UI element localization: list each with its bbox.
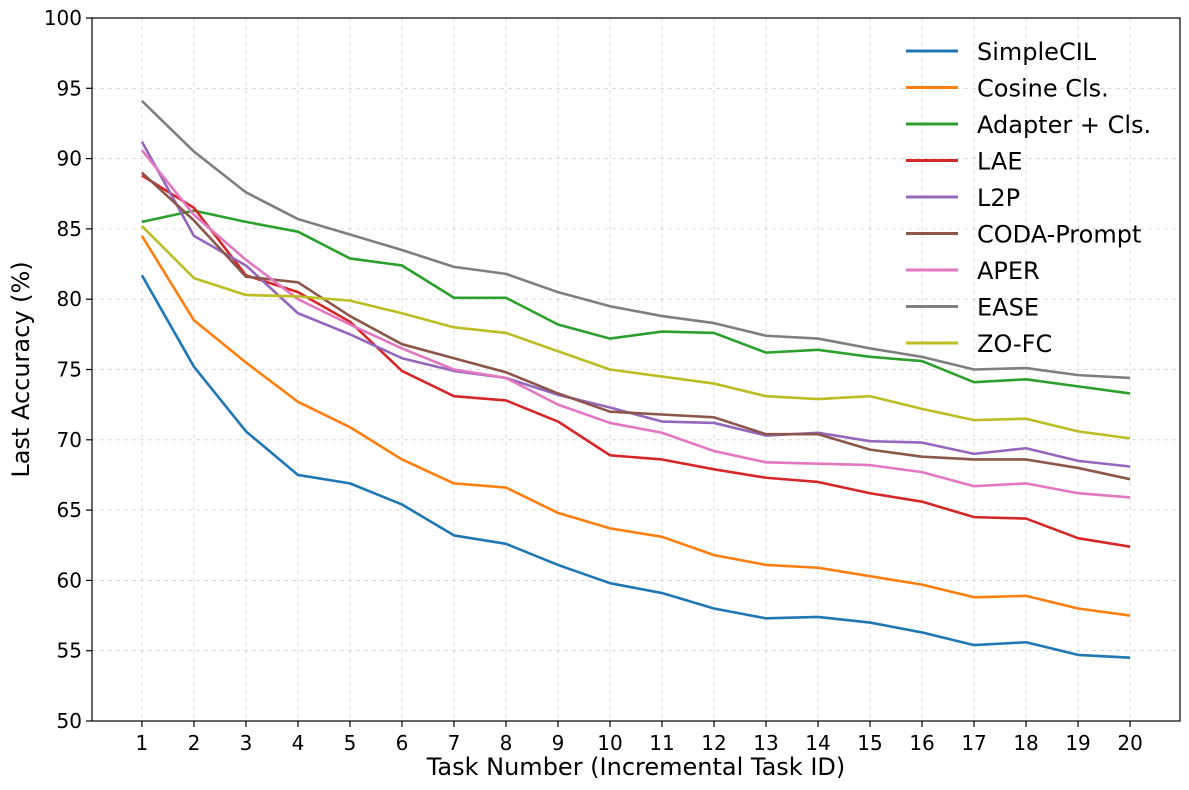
x-axis-ticks: 1 2 3 4 5 6 7 8 9 10 11 12 13 14 15 16 17 18 19 20 xyxy=(136,721,1143,755)
x-tick-label: 12 xyxy=(701,731,726,755)
x-tick-label: 3 xyxy=(240,731,253,755)
legend: SimpleCIL Cosine Cls. Adapter + Cls. LAE L2P… xyxy=(906,38,1151,358)
legend-label-ease: EASE xyxy=(977,294,1039,322)
x-tick-label: 14 xyxy=(805,731,830,755)
y-tick-label: 80 xyxy=(57,287,82,311)
series-line-ease xyxy=(141,100,1131,380)
y-tick-label: 70 xyxy=(57,428,82,452)
series-line-simplecil xyxy=(140,274,1131,660)
x-tick-label: 9 xyxy=(552,731,565,755)
x-tick-label: 19 xyxy=(1065,731,1090,755)
legend-label-coda-prompt: CODA-Prompt xyxy=(977,221,1141,249)
x-tick-label: 18 xyxy=(1013,731,1038,755)
y-tick-label: 75 xyxy=(57,358,82,382)
y-tick-label: 95 xyxy=(57,76,82,100)
series-line-coda-prompt xyxy=(141,171,1131,481)
y-tick-label: 90 xyxy=(57,147,82,171)
series-line-adapter-cls xyxy=(141,209,1131,395)
legend-label-zo-fc: ZO-FC xyxy=(977,330,1052,358)
x-tick-label: 20 xyxy=(1117,731,1142,755)
legend-label-aper: APER xyxy=(977,257,1040,285)
x-tick-label: 5 xyxy=(344,731,357,755)
series-line-l2p xyxy=(140,141,1131,468)
x-axis-title: Task Number (Incremental Task ID) xyxy=(426,753,846,781)
y-tick-label: 65 xyxy=(57,498,82,522)
series-layer xyxy=(140,100,1131,660)
legend-label-cosine-cls: Cosine Cls. xyxy=(977,75,1109,103)
y-tick-label: 85 xyxy=(57,217,82,241)
x-tick-label: 10 xyxy=(597,731,622,755)
y-tick-label: 100 xyxy=(44,6,82,30)
x-tick-label: 11 xyxy=(649,731,674,755)
x-tick-label: 13 xyxy=(753,731,778,755)
y-tick-label: 55 xyxy=(57,639,82,663)
x-tick-label: 2 xyxy=(188,731,201,755)
series-line-zo-fc xyxy=(141,225,1131,440)
series-line-cosine-cls xyxy=(140,235,1131,617)
x-tick-label: 1 xyxy=(136,731,149,755)
x-tick-label: 4 xyxy=(292,731,305,755)
series-line-aper xyxy=(140,149,1131,499)
x-tick-label: 7 xyxy=(448,731,461,755)
y-tick-label: 60 xyxy=(57,568,82,592)
x-tick-label: 16 xyxy=(909,731,934,755)
x-tick-label: 6 xyxy=(396,731,409,755)
y-axis-ticks: 50 55 60 65 70 75 80 85 90 95 100 xyxy=(44,6,92,733)
y-axis-title: Last Accuracy (%) xyxy=(7,261,35,477)
legend-label-adapter-cls: Adapter + Cls. xyxy=(977,111,1151,139)
legend-label-lae: LAE xyxy=(977,148,1023,176)
x-tick-label: 17 xyxy=(961,731,986,755)
y-tick-label: 50 xyxy=(57,709,82,733)
x-tick-label: 15 xyxy=(857,731,882,755)
legend-label-l2p: L2P xyxy=(977,184,1020,212)
legend-label-simplecil: SimpleCIL xyxy=(977,38,1097,66)
x-tick-label: 8 xyxy=(500,731,513,755)
